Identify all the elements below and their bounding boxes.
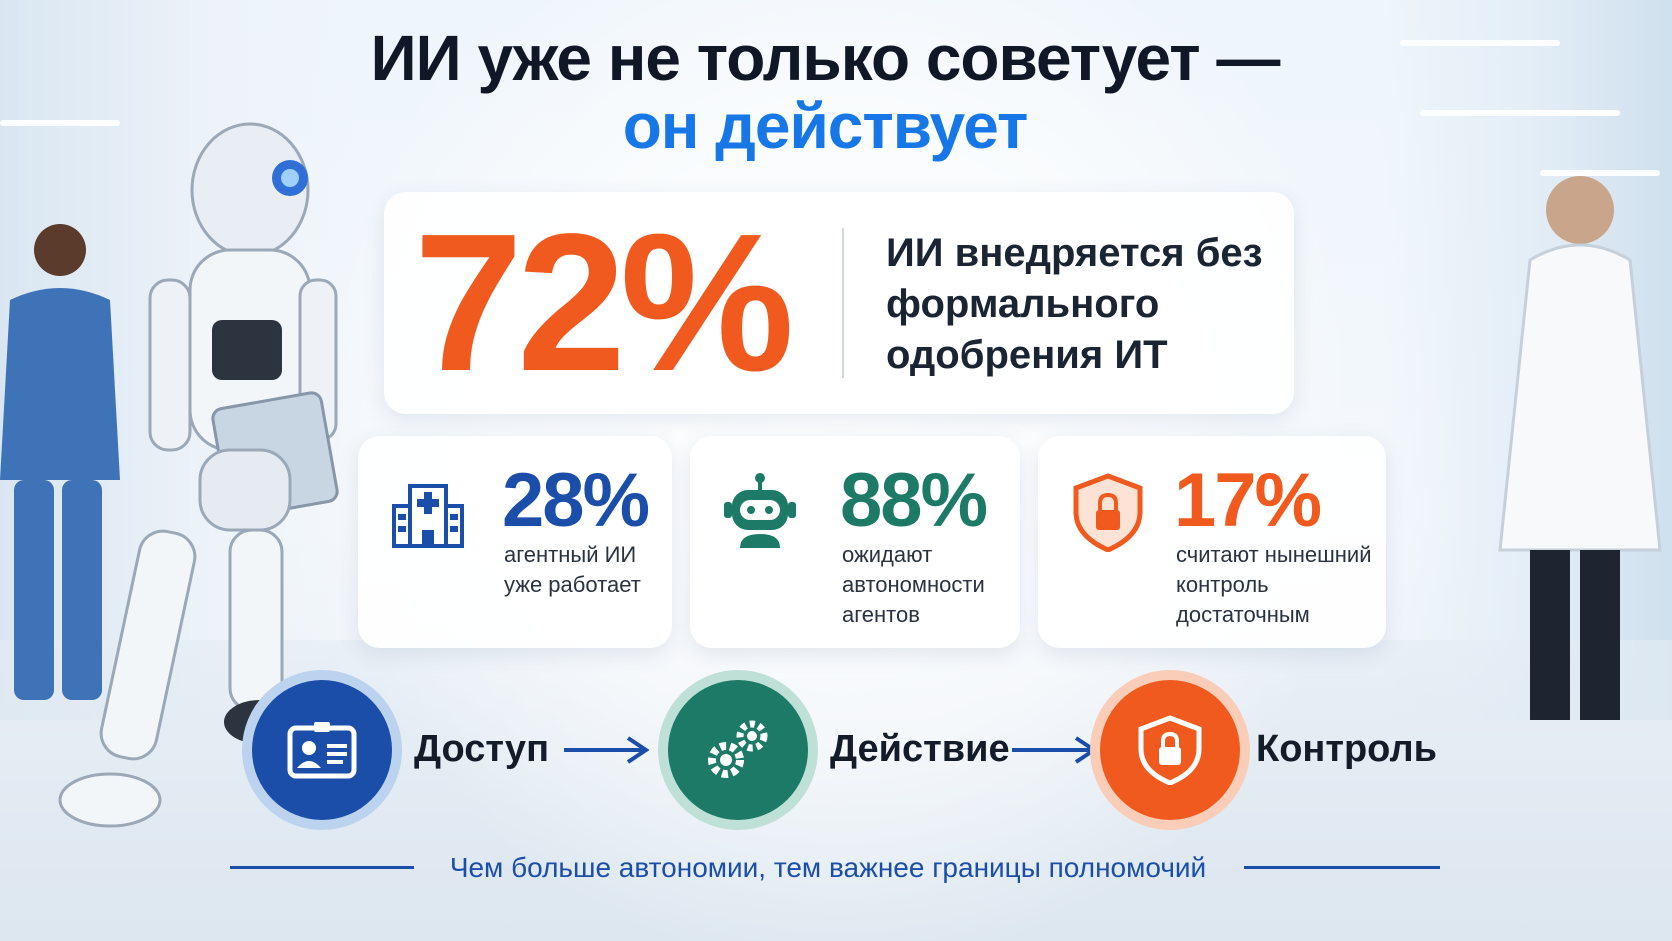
stat-value: 17%: [1174, 458, 1322, 543]
shield-lock-icon: [1073, 473, 1143, 552]
hero-divider: [842, 228, 844, 378]
stat-description: агентный ИИ уже работает: [504, 542, 641, 597]
stat-description: считают нынешний контроль достаточным: [1176, 542, 1372, 627]
footer-text: Чем больше автономии, тем важнее границы…: [449, 852, 1207, 883]
shield-lock-icon: [1138, 715, 1202, 785]
footer-line-left: [230, 866, 414, 869]
control-circle: [1100, 680, 1240, 820]
hero-stat-text: ИИ внедряется без формального одобрения …: [886, 231, 1263, 377]
doctor-illustration: [1498, 176, 1662, 720]
title-line-2: он действует: [622, 90, 1029, 162]
arrow-right-icon: [1012, 736, 1098, 764]
stat-card-agentic-ai: 28% агентный ИИ уже работает: [358, 436, 672, 648]
nurse-illustration: [0, 224, 120, 700]
stat-value: 28%: [502, 458, 650, 543]
footer-line-right: [1244, 866, 1440, 869]
ceiling-light: [1540, 170, 1660, 176]
ceiling-light: [1400, 40, 1560, 46]
hospital-icon: [392, 484, 464, 548]
robot-icon: [724, 473, 796, 548]
hero-stat-card: 72% ИИ внедряется без формального одобре…: [384, 192, 1294, 414]
flow-label-action: Действие: [830, 728, 1010, 770]
ceiling-light: [1420, 110, 1620, 116]
hero-stat-value: 72%: [414, 193, 794, 412]
stat-value: 88%: [840, 458, 988, 543]
flow-label-access: Доступ: [414, 728, 550, 770]
stat-card-autonomy: 88% ожидают автономности агентов: [690, 436, 1020, 648]
ceiling-light: [0, 120, 120, 126]
flow-label-control: Контроль: [1256, 728, 1437, 770]
robot-illustration: [58, 122, 339, 828]
arrow-right-icon: [564, 736, 650, 764]
action-circle: [668, 680, 808, 820]
access-circle: [252, 680, 392, 820]
gears-icon: [708, 720, 768, 778]
id-card-icon: [287, 722, 357, 779]
stat-description: ожидают автономности агентов: [842, 542, 985, 627]
title-line-1: ИИ уже не только советует —: [370, 22, 1281, 94]
stat-card-control: 17% считают нынешний контроль достаточны…: [1038, 436, 1386, 648]
